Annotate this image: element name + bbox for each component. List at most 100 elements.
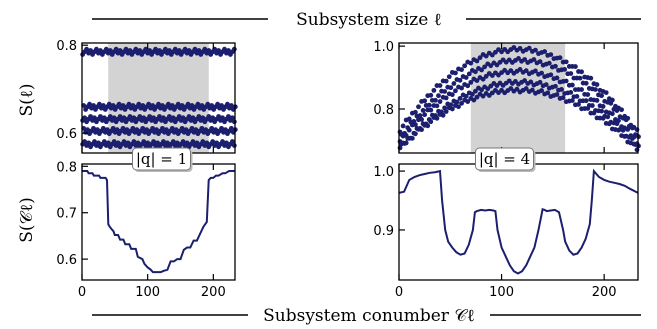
scatter-point xyxy=(166,114,172,119)
scatter-point xyxy=(428,107,434,113)
scatter-point xyxy=(199,125,205,131)
scatter-point xyxy=(186,114,192,119)
scatter-point xyxy=(215,101,220,107)
scatter-point xyxy=(229,139,235,144)
scatter-point xyxy=(546,60,552,66)
scatter-point xyxy=(440,112,446,118)
scatter-point xyxy=(463,93,469,99)
scatter-point xyxy=(443,109,449,114)
scatter-point xyxy=(163,127,169,133)
scatter-point xyxy=(199,103,205,108)
ylabel-top: S(ℓ) xyxy=(17,83,37,116)
scatter-point xyxy=(448,85,454,91)
scatter-point xyxy=(574,94,580,99)
scatter-point xyxy=(542,49,548,54)
scatter-point xyxy=(92,115,97,121)
scatter-point xyxy=(609,111,615,117)
annotation-label: |q| = 1 xyxy=(136,150,187,168)
scatter-point xyxy=(228,125,234,131)
scatter-point xyxy=(114,127,120,133)
scatter-point xyxy=(97,101,102,107)
scatter-point xyxy=(186,48,192,53)
scatter-point xyxy=(228,103,234,108)
x-tick-label: 100 xyxy=(135,285,160,300)
scatter-point xyxy=(224,140,229,146)
scatter-point xyxy=(141,115,147,121)
scatter-point xyxy=(194,140,200,146)
scatter-point xyxy=(599,93,604,99)
scatter-point xyxy=(131,139,137,144)
scatter-point xyxy=(631,134,637,140)
scatter-point xyxy=(169,103,175,108)
scatter-point xyxy=(226,48,231,53)
scatter-point xyxy=(428,92,434,98)
scatter-point xyxy=(157,48,162,53)
scatter-point xyxy=(82,115,88,121)
scatter-point xyxy=(210,115,216,121)
bottom-title: Subsystem conumber 𝒞ℓ xyxy=(263,306,475,326)
scatter-point xyxy=(431,87,437,93)
scatter-point xyxy=(606,121,612,127)
scatter-point xyxy=(146,101,152,107)
scatter-point xyxy=(136,101,142,107)
scatter-point xyxy=(180,139,186,144)
scatter-point xyxy=(196,114,202,119)
scatter-point xyxy=(106,101,112,107)
scatter-point xyxy=(473,88,478,94)
scatter-point xyxy=(184,140,190,146)
scatter-point xyxy=(134,127,140,133)
scatter-point xyxy=(206,48,212,53)
scatter-point xyxy=(409,135,415,141)
scatter-point xyxy=(123,46,129,52)
scatter-point xyxy=(176,48,182,53)
scatter-point xyxy=(434,115,440,121)
scatter-point xyxy=(140,125,146,131)
scatter-point xyxy=(422,98,428,104)
scatter-point xyxy=(539,70,544,76)
scatter-point xyxy=(457,77,463,83)
shaded-region xyxy=(108,43,209,153)
scatter-point xyxy=(127,114,133,119)
scatter-point xyxy=(537,59,543,65)
scatter-point xyxy=(433,97,438,103)
scatter-point xyxy=(88,114,93,119)
scatter-point xyxy=(548,72,554,78)
scatter-point xyxy=(153,46,158,52)
scatter-point xyxy=(562,66,568,72)
ylabel-bottom: S(𝒞ℓ) xyxy=(17,197,37,242)
scatter-point xyxy=(231,46,237,52)
scatter-point xyxy=(140,103,146,108)
scatter-point xyxy=(457,96,463,101)
scatter-point xyxy=(569,82,575,88)
scatter-point xyxy=(459,85,464,91)
scatter-point xyxy=(204,140,210,146)
scatter-point xyxy=(214,140,220,146)
scatter-point xyxy=(609,97,615,103)
scatter-point xyxy=(523,86,529,91)
scatter-point xyxy=(406,127,412,133)
scatter-point xyxy=(589,103,595,108)
scatter-point xyxy=(174,140,180,146)
scatter-point xyxy=(155,140,160,146)
scatter-point xyxy=(203,127,209,133)
scatter-point xyxy=(130,103,136,108)
y-tick-label: 1.0 xyxy=(373,40,394,55)
scatter-point xyxy=(568,90,574,95)
scatter-point xyxy=(94,46,99,52)
scatter-point xyxy=(135,140,141,146)
scatter-point xyxy=(585,106,591,111)
scatter-point xyxy=(91,125,96,131)
scatter-point xyxy=(220,139,225,144)
scatter-point xyxy=(585,92,591,97)
scatter-point xyxy=(205,101,211,107)
scatter-point xyxy=(442,89,448,94)
scatter-point xyxy=(231,143,237,148)
scatter-point xyxy=(537,79,543,85)
scatter-point xyxy=(179,125,185,131)
scatter-point xyxy=(419,117,424,122)
scatter-point xyxy=(86,140,91,146)
scatter-point xyxy=(465,83,471,89)
scatter-point xyxy=(97,114,103,119)
y-tick-label: 0.8 xyxy=(373,103,394,118)
